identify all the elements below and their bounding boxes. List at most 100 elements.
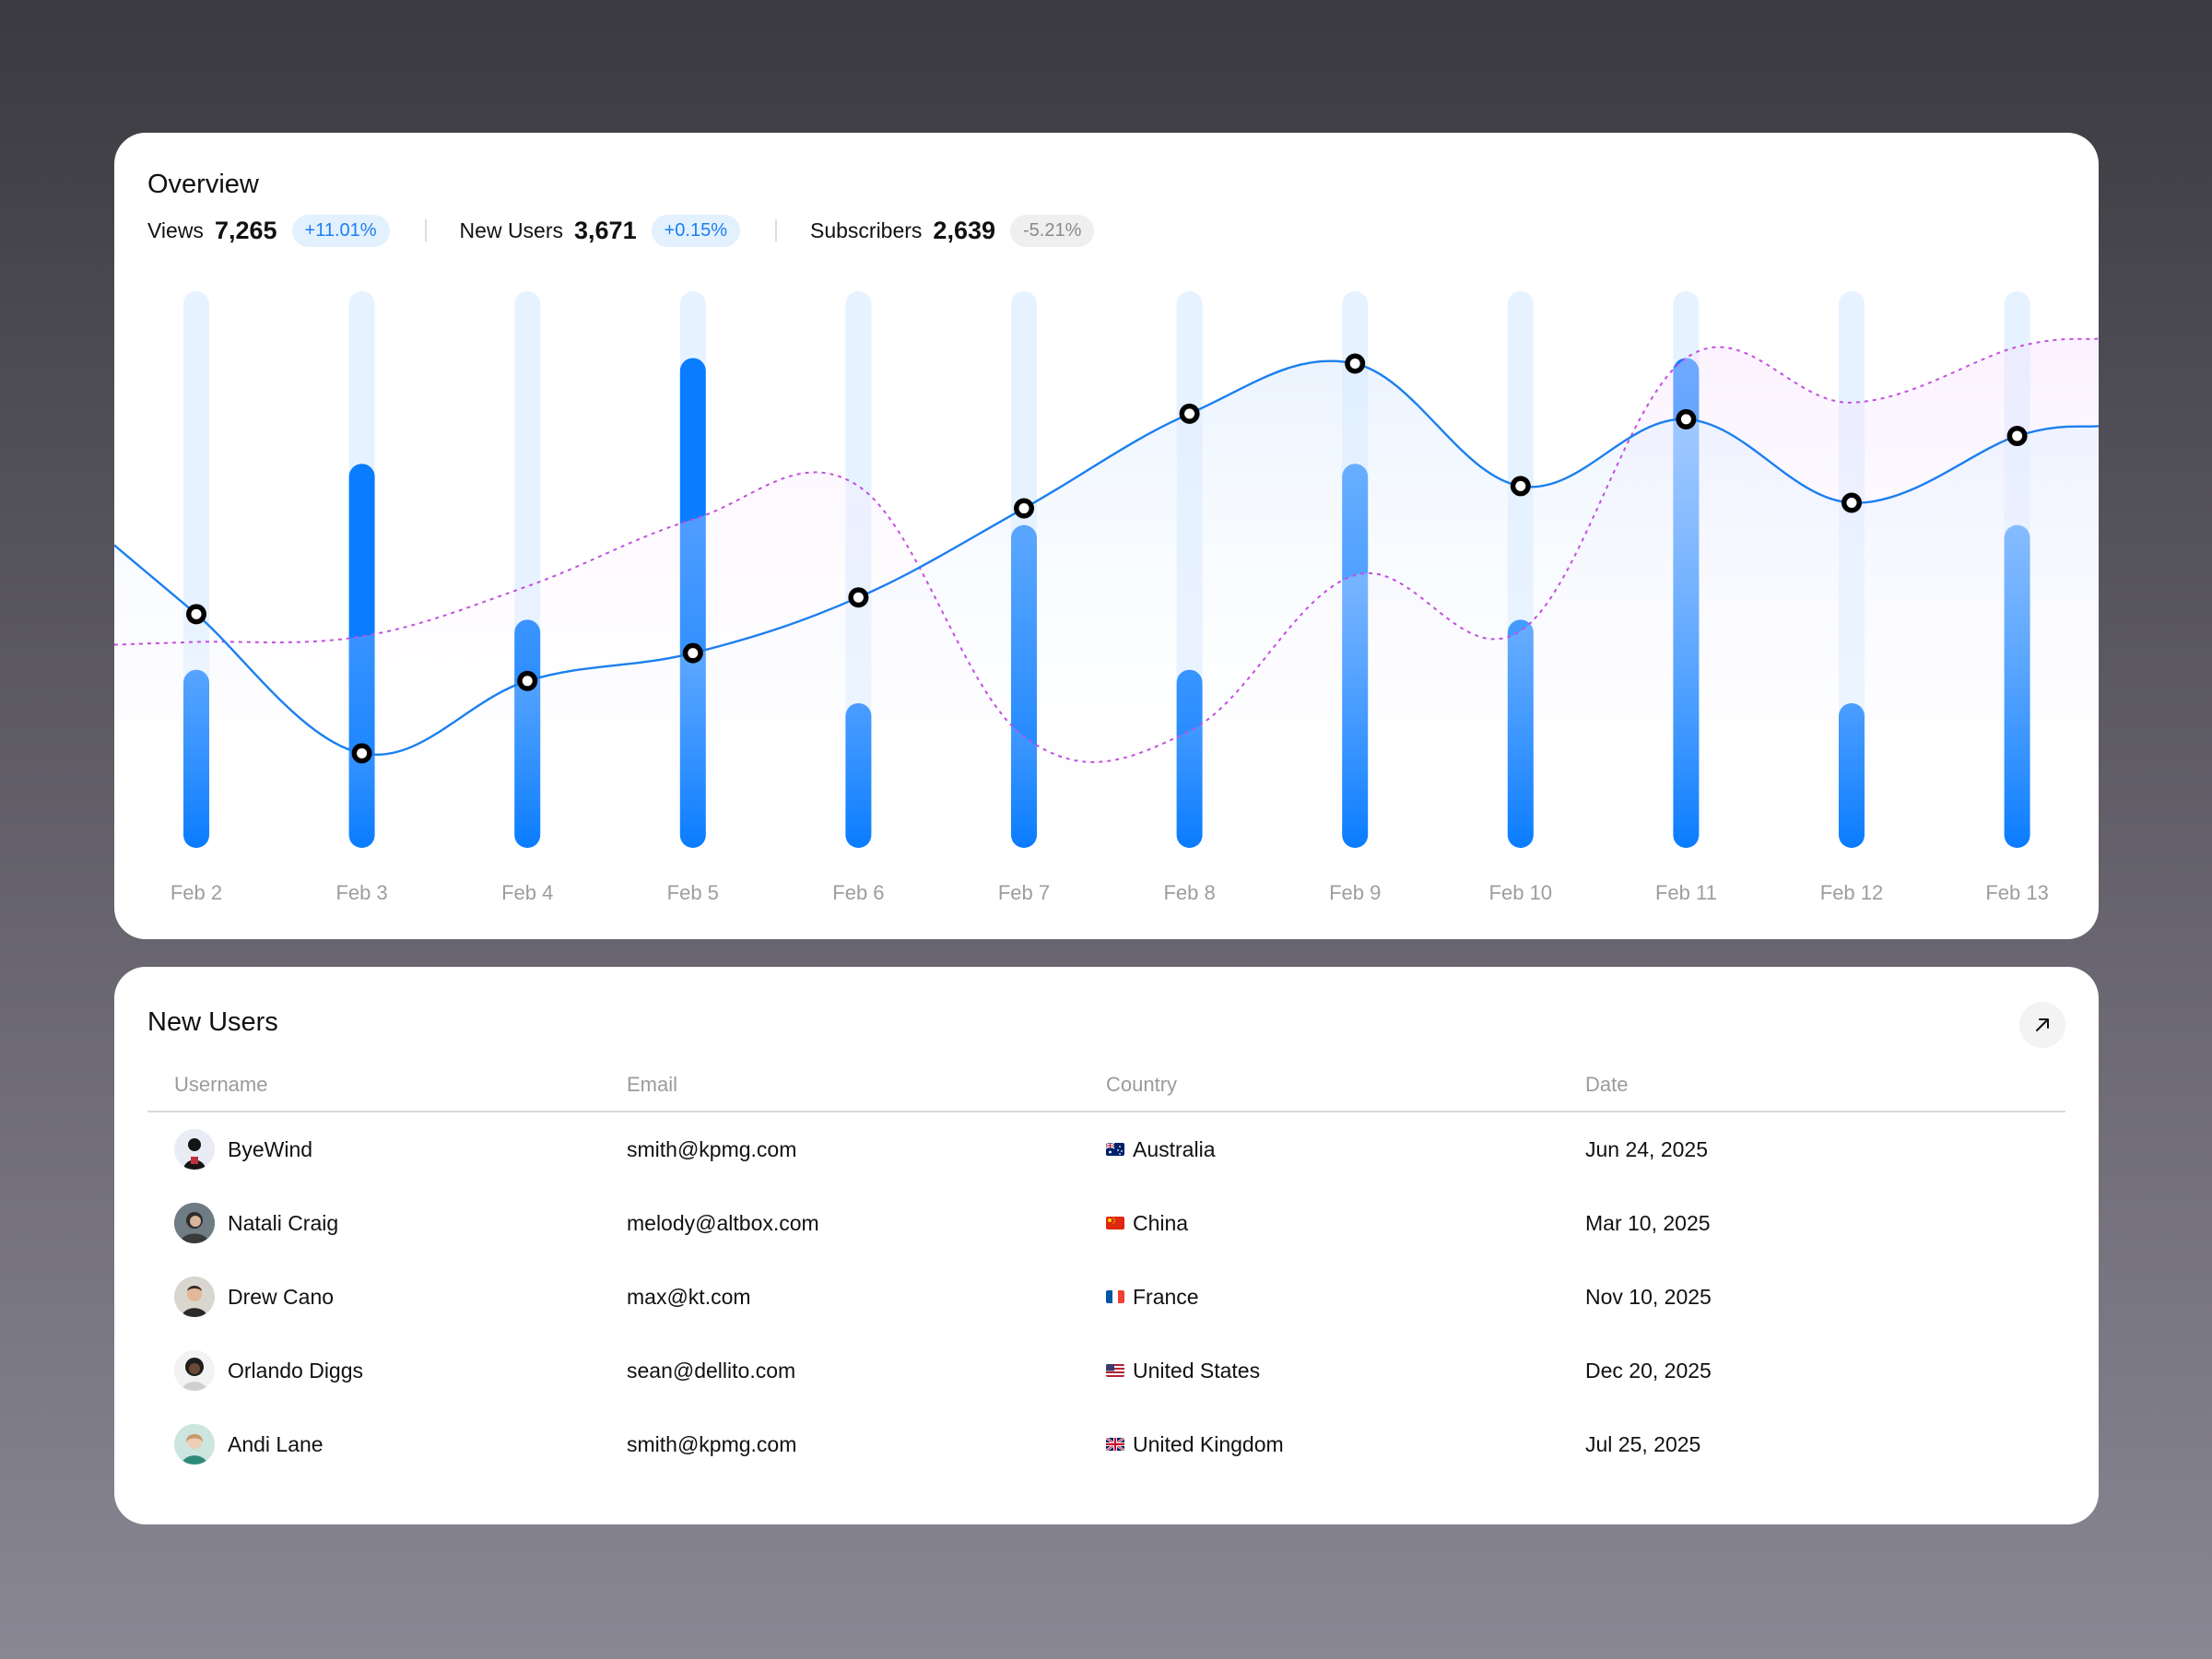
line-point-center <box>1680 414 1691 425</box>
email-cell: smith@kpmg.com <box>627 1431 797 1456</box>
stat-views: Views 7,265 +11.01% <box>147 214 390 247</box>
username: Drew Cano <box>228 1284 335 1309</box>
avatar <box>174 1277 215 1317</box>
user-cell: Andi Lane <box>174 1424 627 1465</box>
line-point-center <box>2012 430 2023 441</box>
table-row[interactable]: Andi Lane smith@kpmg.com United Kingdom … <box>147 1407 2065 1481</box>
views-line <box>114 359 2099 757</box>
x-tick-label: Feb 11 <box>1655 881 1717 904</box>
stat-new-users-label: New Users <box>459 218 564 242</box>
country-name: China <box>1133 1210 1189 1235</box>
x-tick-label: Feb 3 <box>335 881 387 904</box>
stat-subscribers-change-badge: -5.21% <box>1010 214 1095 247</box>
stat-subscribers-value: 2,639 <box>933 216 995 244</box>
stat-new-users: New Users 3,671 +0.15% <box>459 214 740 247</box>
flag-united-kingdom-icon <box>1106 1438 1124 1451</box>
country: Australia <box>1106 1137 1585 1162</box>
arrow-up-right-icon <box>2036 1018 2049 1031</box>
avatar <box>174 1350 215 1391</box>
country-cell: United States <box>1106 1334 1585 1407</box>
line-point-center <box>1846 498 1857 509</box>
username-cell: ByeWind <box>147 1112 627 1186</box>
overview-title: Overview <box>147 170 259 199</box>
stat-views-label: Views <box>147 218 204 242</box>
date-cell: Nov 10, 2025 <box>1585 1284 1712 1309</box>
country: China <box>1106 1211 1585 1236</box>
line-point-center <box>1515 480 1526 491</box>
table-header-row: Username Email Country Date <box>147 1059 2065 1112</box>
overview-stats: Views 7,265 +11.01% New Users 3,671 +0.1… <box>147 212 1095 249</box>
country-name: United Kingdom <box>1133 1431 1284 1456</box>
country: United States <box>1106 1359 1585 1383</box>
stat-divider <box>774 219 777 241</box>
line-point-center <box>853 592 864 603</box>
username-cell: Natali Craig <box>147 1186 627 1260</box>
username-cell: Orlando Diggs <box>147 1334 627 1407</box>
line-point-center <box>688 648 699 659</box>
line-point-center <box>1184 408 1195 419</box>
stat-divider <box>424 219 427 241</box>
country-cell: France <box>1106 1260 1585 1334</box>
avatar <box>174 1424 215 1465</box>
email-cell: sean@dellito.com <box>627 1358 796 1382</box>
stat-views-value: 7,265 <box>214 216 277 244</box>
country-cell: China <box>1106 1186 1585 1260</box>
views-area <box>114 360 2099 849</box>
flag-australia-icon <box>1106 1143 1124 1156</box>
table-row[interactable]: ByeWind smith@kpmg.com Australia Jun 24,… <box>147 1112 2065 1186</box>
avatar <box>174 1203 215 1243</box>
user-cell: Orlando Diggs <box>174 1350 627 1391</box>
username: Orlando Diggs <box>228 1358 364 1382</box>
country: United Kingdom <box>1106 1432 1585 1457</box>
username-cell: Drew Cano <box>147 1260 627 1334</box>
subscribers-line <box>114 337 2099 763</box>
expand-button[interactable] <box>2019 1002 2065 1048</box>
overview-chart: Feb 2 Feb 3 Feb 4 Feb 5 Feb 6 Feb 7 Feb 8 Feb 9… <box>114 291 2099 904</box>
flag-united-states-icon <box>1106 1364 1124 1377</box>
country-cell: Australia <box>1106 1112 1585 1186</box>
column-header-username[interactable]: Username <box>147 1059 627 1112</box>
table-row[interactable]: Drew Cano max@kt.com France Nov 10, 2025 <box>147 1260 2065 1334</box>
x-tick-label: Feb 4 <box>501 881 553 904</box>
new-users-card: New Users Username Email Country Date <box>114 967 2099 1524</box>
line-point-center <box>357 747 368 759</box>
user-cell: Drew Cano <box>174 1277 627 1317</box>
user-cell: ByeWind <box>174 1129 627 1170</box>
username: ByeWind <box>228 1136 313 1161</box>
email-cell: max@kt.com <box>627 1284 751 1309</box>
date-cell: Dec 20, 2025 <box>1585 1358 1712 1382</box>
x-tick-label: Feb 10 <box>1489 881 1553 904</box>
x-tick-label: Feb 9 <box>1329 881 1381 904</box>
user-cell: Natali Craig <box>174 1203 627 1243</box>
avatar <box>174 1129 215 1170</box>
stat-new-users-value: 3,671 <box>574 216 637 244</box>
date-cell: Jul 25, 2025 <box>1585 1431 1701 1456</box>
username: Natali Craig <box>228 1210 339 1235</box>
email-cell: melody@altbox.com <box>627 1210 819 1235</box>
x-tick-label: Feb 13 <box>1985 881 2049 904</box>
x-tick-label: Feb 2 <box>171 881 222 904</box>
email-cell: smith@kpmg.com <box>627 1136 797 1161</box>
country-name: Australia <box>1133 1136 1216 1161</box>
username: Andi Lane <box>228 1431 324 1456</box>
line-point-center <box>1349 359 1360 370</box>
column-header-date[interactable]: Date <box>1585 1059 2065 1112</box>
overview-card: Feb 2 Feb 3 Feb 4 Feb 5 Feb 6 Feb 7 Feb 8 Feb 9… <box>114 133 2099 939</box>
stat-views-change-badge: +11.01% <box>291 214 390 247</box>
table-row[interactable]: Orlando Diggs sean@dellito.com United St… <box>147 1334 2065 1407</box>
x-tick-label: Feb 7 <box>998 881 1050 904</box>
column-header-country[interactable]: Country <box>1106 1059 1585 1112</box>
country: France <box>1106 1285 1585 1310</box>
column-header-email[interactable]: Email <box>627 1059 1106 1112</box>
line-point-center <box>522 676 533 687</box>
flag-china-icon <box>1106 1217 1124 1230</box>
stat-new-users-change-badge: +0.15% <box>651 214 740 247</box>
country-name: United States <box>1133 1358 1261 1382</box>
date-cell: Jun 24, 2025 <box>1585 1136 1709 1161</box>
table-row[interactable]: Natali Craig melody@altbox.com China Mar… <box>147 1186 2065 1260</box>
new-users-title: New Users <box>147 1007 278 1037</box>
x-tick-label: Feb 8 <box>1163 881 1215 904</box>
country-name: France <box>1133 1284 1199 1309</box>
x-tick-label: Feb 6 <box>832 881 884 904</box>
country-cell: United Kingdom <box>1106 1407 1585 1481</box>
